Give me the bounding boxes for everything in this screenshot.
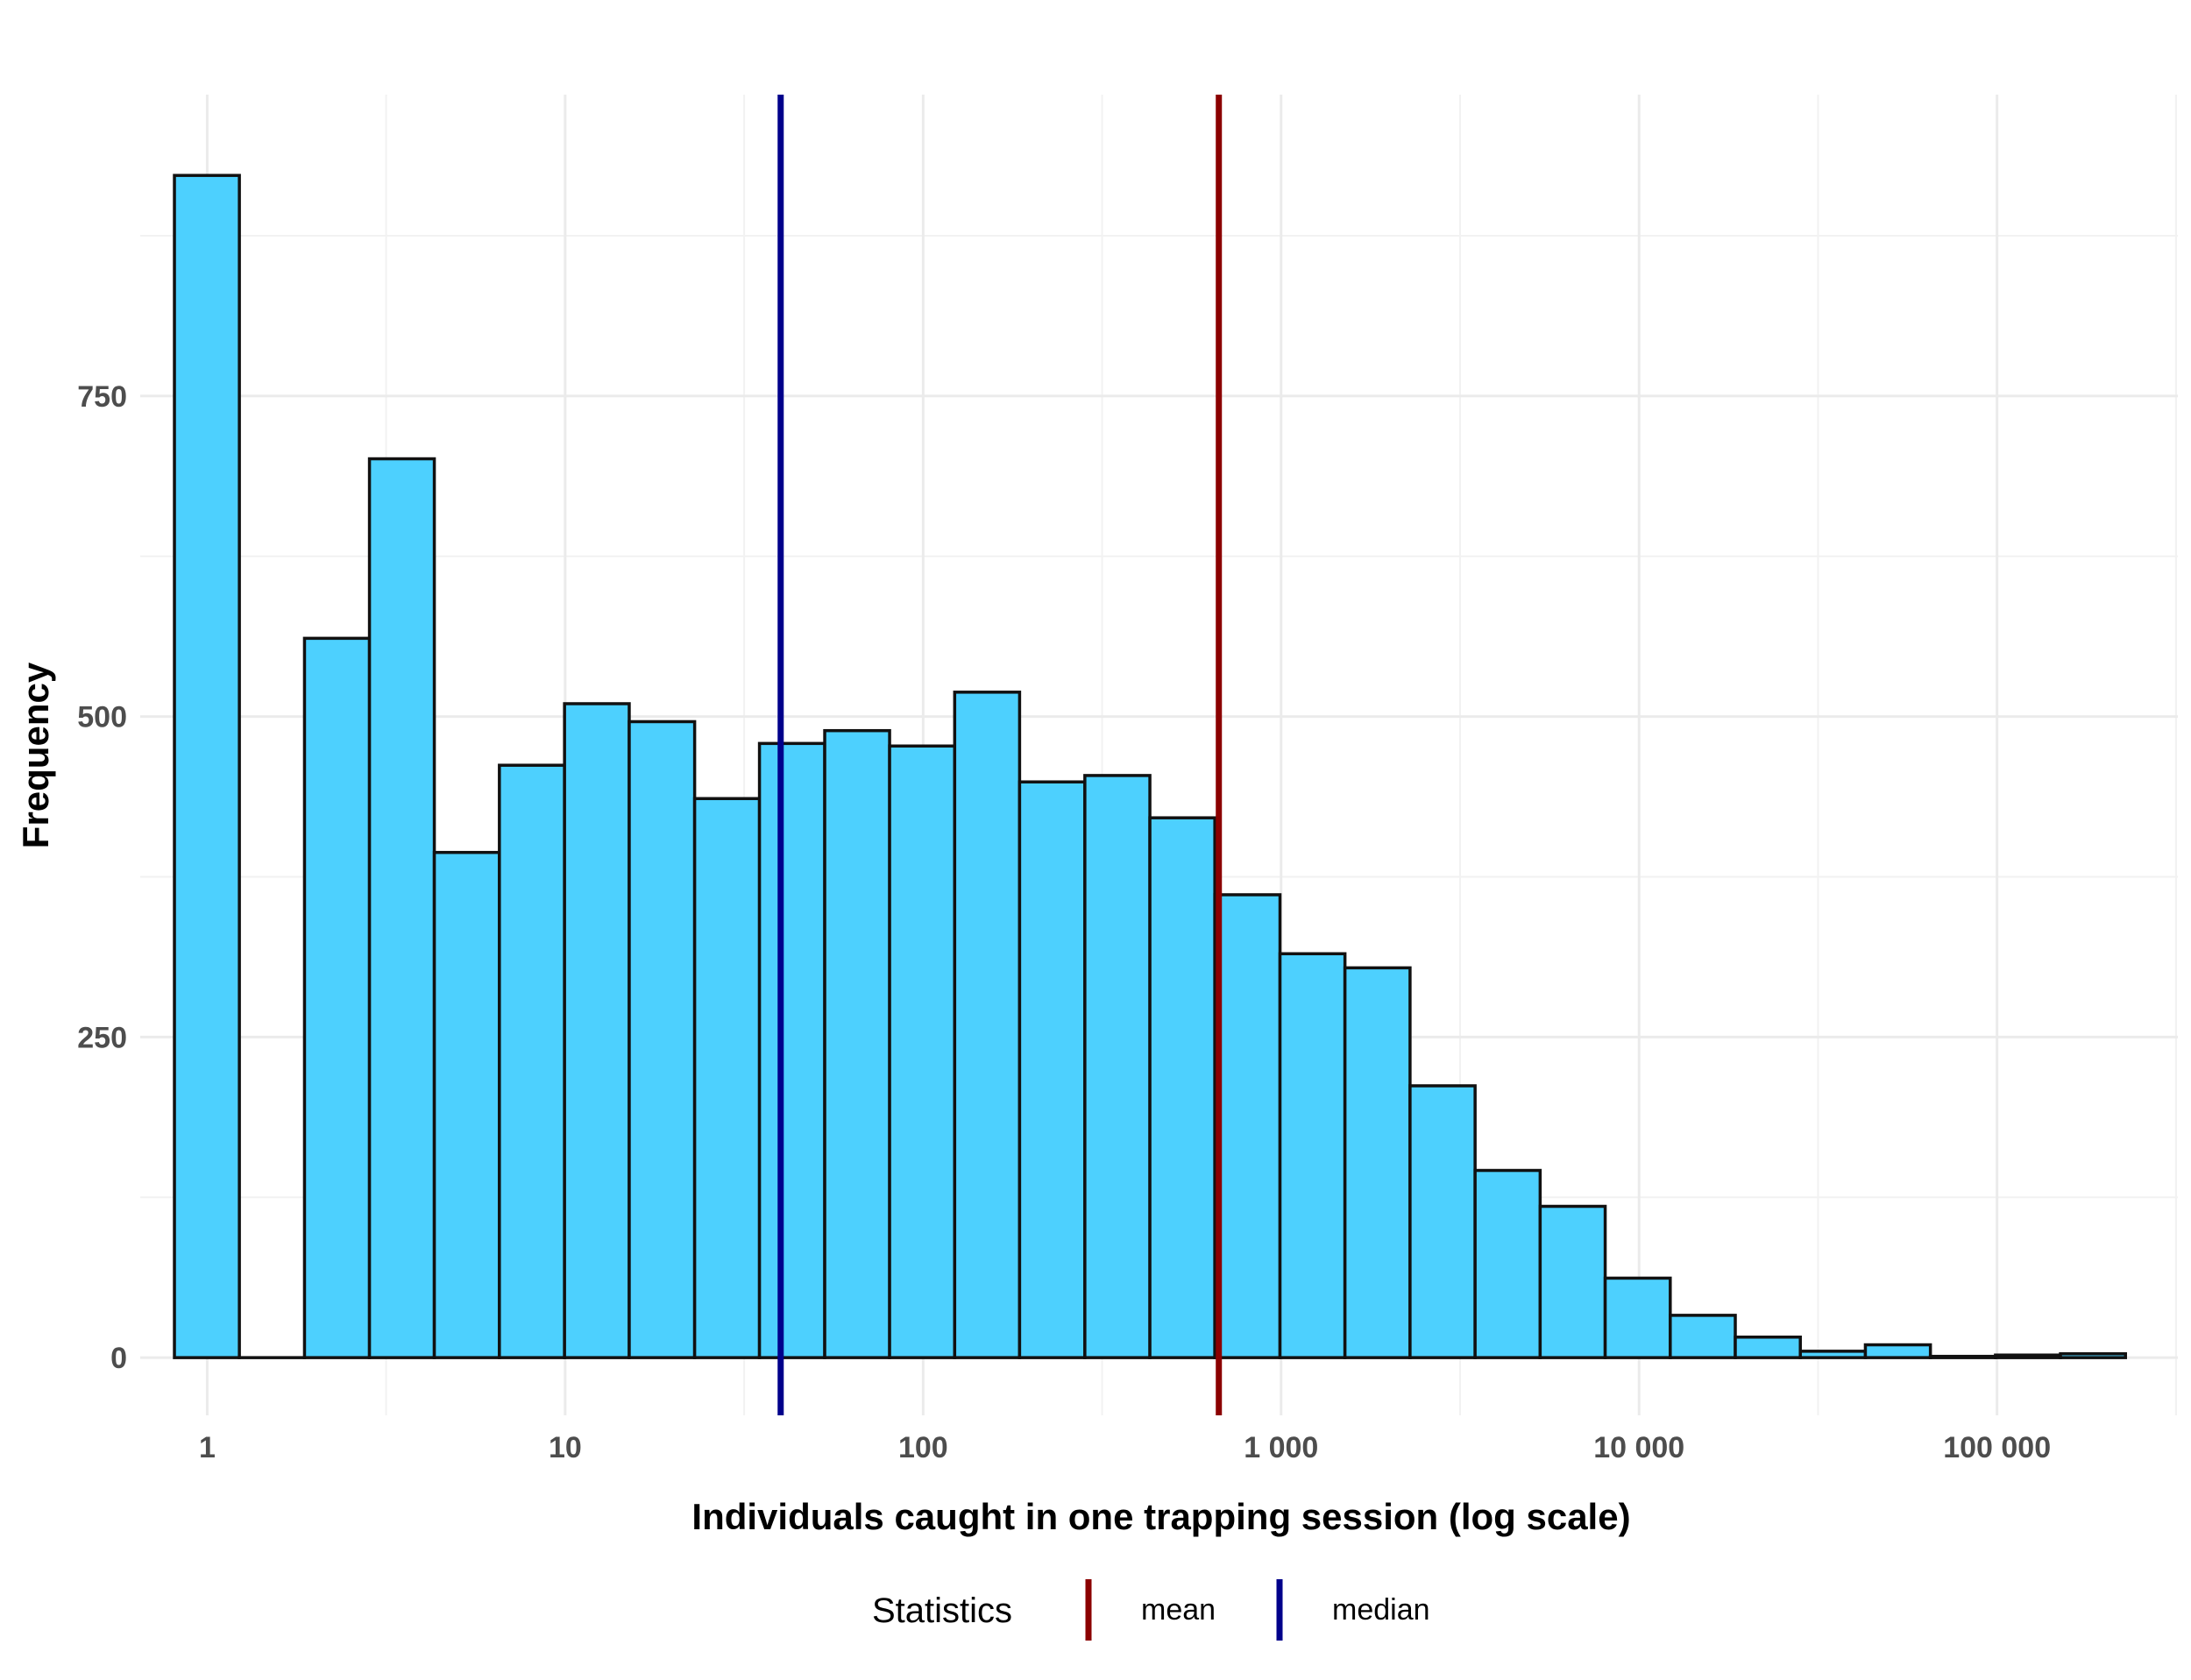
histogram-bar xyxy=(953,691,1022,1359)
x-tick-label: 1 xyxy=(199,1431,216,1464)
histogram-bar xyxy=(302,636,372,1359)
x-tick-label: 100 000 xyxy=(1943,1431,2051,1464)
histogram-bar xyxy=(367,457,436,1359)
legend-title: Statistics xyxy=(872,1591,1012,1630)
histogram-bar xyxy=(628,719,697,1359)
histogram-bars xyxy=(173,174,2128,1359)
histogram-bar xyxy=(1669,1314,1737,1359)
histogram-bar xyxy=(1018,780,1087,1359)
histogram-bar xyxy=(888,744,957,1359)
histogram-bar xyxy=(1148,816,1216,1359)
histogram-bar xyxy=(432,850,501,1359)
histogram-bar xyxy=(1083,774,1152,1359)
histogram-bar xyxy=(1994,1353,2062,1359)
histogram-bar xyxy=(1343,966,1412,1359)
x-tick-label: 100 xyxy=(898,1431,948,1464)
histogram-bar xyxy=(757,741,826,1359)
histogram-bar xyxy=(823,728,891,1359)
histogram-bar xyxy=(563,702,631,1359)
y-tick-label: 250 xyxy=(77,1021,127,1054)
y-tick-label: 500 xyxy=(77,701,127,734)
histogram-bar xyxy=(1408,1084,1477,1359)
legend-label-mean: mean xyxy=(1141,1593,1216,1627)
histogram-bar xyxy=(692,797,762,1359)
histogram-bar xyxy=(498,763,566,1359)
histogram-bar xyxy=(1798,1350,1868,1359)
histogram-bar xyxy=(1734,1336,1802,1359)
histogram-bar xyxy=(1863,1343,1932,1359)
x-tick-label: 10 000 xyxy=(1593,1431,1684,1464)
y-axis-title: Frequency xyxy=(15,662,56,848)
histogram-bar xyxy=(173,174,241,1359)
histogram-bar xyxy=(1473,1168,1542,1359)
reference-lines xyxy=(777,95,1223,1415)
x-axis-title: Individuals caught in one trapping sessi… xyxy=(691,1496,1630,1537)
y-axis-tick-labels: 0 250 500 750 xyxy=(77,380,127,1375)
histogram-bar xyxy=(2059,1352,2128,1359)
x-tick-label: 10 xyxy=(549,1431,582,1464)
histogram-bar xyxy=(1213,893,1282,1359)
histogram-bar xyxy=(1538,1204,1607,1359)
legend-label-median: median xyxy=(1332,1593,1430,1627)
histogram-bar xyxy=(1603,1276,1672,1359)
x-tick-label: 1 000 xyxy=(1244,1431,1318,1464)
y-tick-label: 750 xyxy=(77,380,127,414)
x-axis-tick-labels: 1 10 100 1 000 10 000 100 000 xyxy=(199,1431,2051,1464)
y-tick-label: 0 xyxy=(110,1342,127,1375)
legend-items: mean median xyxy=(1085,1579,1430,1641)
histogram-bar xyxy=(1278,952,1347,1359)
legend: Statistics mean median xyxy=(872,1579,1430,1641)
